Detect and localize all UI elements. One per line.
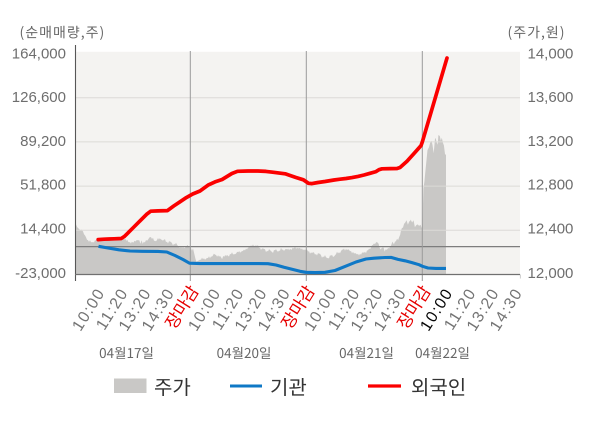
svg-text:13,600: 13,600 [528, 89, 574, 106]
svg-text:14,400: 14,400 [20, 221, 66, 238]
svg-text:51,800: 51,800 [20, 177, 66, 194]
svg-text:126,600: 126,600 [12, 89, 66, 106]
svg-text:12,800: 12,800 [528, 177, 574, 194]
svg-text:12,400: 12,400 [528, 221, 574, 238]
svg-text:12,000: 12,000 [528, 265, 574, 282]
svg-text:89,200: 89,200 [20, 133, 66, 150]
svg-text:164,000: 164,000 [12, 45, 66, 62]
svg-text:14,000: 14,000 [528, 45, 574, 62]
svg-text:-23,000: -23,000 [15, 265, 66, 282]
svg-text:13,200: 13,200 [528, 133, 574, 150]
